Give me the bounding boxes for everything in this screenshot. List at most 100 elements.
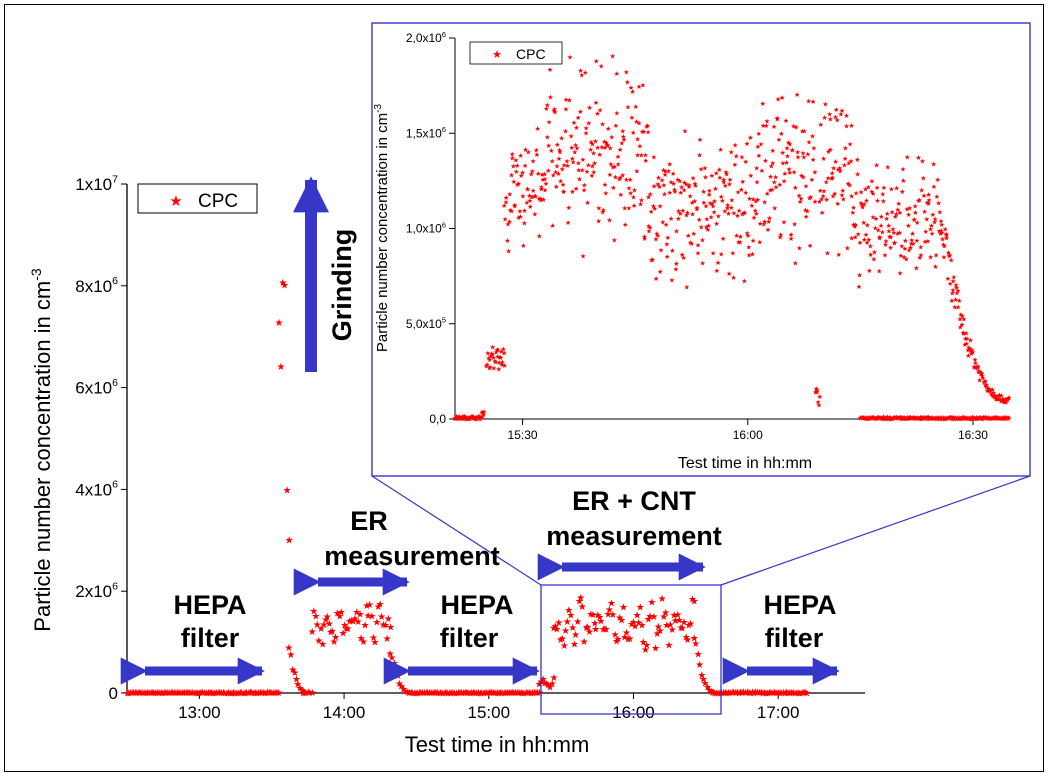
inset-data-point: ★ [766, 214, 772, 222]
main-data-point: ★ [801, 688, 810, 699]
inset-data-point: ★ [503, 198, 509, 206]
inset-data-point: ★ [1002, 395, 1008, 403]
inset-data-point: ★ [560, 188, 566, 196]
inset-data-point: ★ [590, 150, 596, 158]
inset-data-point: ★ [909, 414, 915, 422]
inset-data-point: ★ [971, 414, 977, 422]
inset-data-point: ★ [612, 163, 618, 171]
inset-data-point: ★ [1003, 414, 1009, 422]
inset-data-point: ★ [543, 105, 549, 113]
inset-data-point: ★ [913, 264, 919, 272]
main-data-point: ★ [299, 688, 308, 699]
inset-data-point: ★ [873, 415, 879, 423]
inset-data-point: ★ [477, 415, 483, 423]
inset-data-point: ★ [985, 414, 991, 422]
main-data-point: ★ [721, 688, 730, 699]
inset-data-point: ★ [943, 415, 949, 423]
main-data-point: ★ [399, 684, 408, 695]
inset-data-point: ★ [538, 186, 544, 194]
inset-data-point: ★ [867, 251, 873, 259]
main-data-point: ★ [745, 688, 754, 699]
inset-data-point: ★ [532, 210, 538, 218]
inset-data-point: ★ [862, 414, 868, 422]
inset-data-point: ★ [491, 365, 497, 373]
inset-data-point: ★ [972, 360, 978, 368]
inset-data-point: ★ [989, 386, 995, 394]
main-data-point: ★ [313, 620, 322, 631]
inset-data-point: ★ [698, 165, 704, 173]
inset-data-point: ★ [905, 415, 911, 423]
inset-data-point: ★ [730, 274, 736, 282]
main-data-point: ★ [466, 688, 475, 699]
inset-data-point: ★ [764, 118, 770, 126]
main-data-point: ★ [535, 679, 544, 690]
inset-data-point: ★ [737, 233, 743, 241]
inset-data-point: ★ [1004, 396, 1010, 404]
inset-data-point: ★ [831, 165, 837, 173]
inset-data-point: ★ [784, 144, 790, 152]
inset-data-point: ★ [835, 166, 841, 174]
inset-data-point: ★ [862, 414, 868, 422]
inset-data-point: ★ [918, 243, 924, 251]
main-data-point: ★ [613, 635, 622, 646]
inset-data-point: ★ [869, 414, 875, 422]
inset-data-point: ★ [875, 227, 881, 235]
main-data-point: ★ [311, 612, 320, 623]
main-data-point: ★ [701, 678, 710, 689]
svg-text:measurement: measurement [546, 521, 722, 551]
main-data-point: ★ [583, 622, 592, 633]
inset-data-point: ★ [801, 154, 807, 162]
inset-data-point: ★ [692, 180, 698, 188]
inset-data-point: ★ [972, 356, 978, 364]
main-data-point: ★ [459, 688, 468, 699]
inset-data-point: ★ [691, 230, 697, 238]
inset-data-point: ★ [812, 198, 818, 206]
inset-data-point: ★ [458, 415, 464, 423]
inset-data-point: ★ [536, 195, 542, 203]
figure-frame [4, 4, 1044, 772]
main-legend: ★ CPC [137, 183, 258, 214]
inset-data-point: ★ [933, 415, 939, 423]
main-data-point: ★ [175, 688, 184, 699]
inset-data-point: ★ [570, 158, 576, 166]
inset-data-point: ★ [979, 370, 985, 378]
main-data-point: ★ [410, 688, 419, 699]
inset-data-point: ★ [809, 133, 815, 141]
main-data-point: ★ [432, 688, 441, 699]
main-data-point: ★ [477, 688, 486, 699]
inset-data-point: ★ [648, 208, 654, 216]
inset-data-point: ★ [905, 222, 911, 230]
main-data-point: ★ [374, 602, 383, 613]
main-data-point: ★ [596, 617, 605, 628]
inset-data-point: ★ [771, 179, 777, 187]
inset-data-point: ★ [884, 414, 890, 422]
inset-data-point: ★ [925, 414, 931, 422]
inset-data-point: ★ [987, 386, 993, 394]
inset-data-point: ★ [577, 108, 583, 116]
main-data-point: ★ [659, 612, 668, 623]
inset-data-point: ★ [531, 193, 537, 201]
inset-data-point: ★ [700, 188, 706, 196]
inset-data-point: ★ [910, 415, 916, 423]
inset-data-point: ★ [925, 415, 931, 423]
inset-data-point: ★ [791, 169, 797, 177]
inset-data-point: ★ [992, 392, 998, 400]
inset-data-point: ★ [892, 414, 898, 422]
inset-data-point: ★ [886, 415, 892, 423]
inset-data-point: ★ [680, 254, 686, 262]
inset-data-point: ★ [473, 415, 479, 423]
main-data-point: ★ [148, 688, 157, 699]
inset-data-point: ★ [976, 368, 982, 376]
inset-data-point: ★ [634, 136, 640, 144]
main-data-point: ★ [210, 688, 219, 699]
main-data-point: ★ [644, 614, 653, 625]
main-data-point: ★ [680, 618, 689, 629]
main-data-point: ★ [664, 641, 673, 652]
main-data-point: ★ [288, 665, 297, 676]
inset-data-point: ★ [840, 187, 846, 195]
main-data-point: ★ [790, 688, 799, 699]
inset-data-point: ★ [918, 415, 924, 423]
inset-data-point: ★ [967, 345, 973, 353]
inset-data-point: ★ [774, 115, 780, 123]
inset-data-point: ★ [898, 252, 904, 260]
